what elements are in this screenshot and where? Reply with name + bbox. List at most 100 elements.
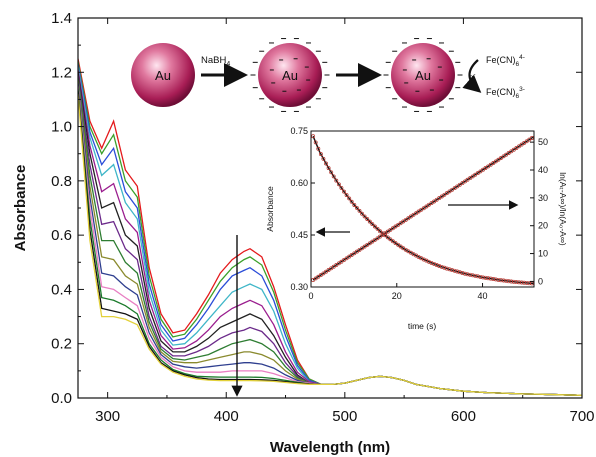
decay-data-point: [324, 161, 328, 166]
decay-data-point: [527, 281, 532, 286]
decay-data-point: [488, 276, 493, 281]
linear-data-point: [475, 171, 480, 176]
linear-data-point: [514, 146, 519, 150]
decay-data-point: [496, 277, 501, 282]
gold-particle-3: Au: [383, 38, 463, 112]
y-tick-label: 1.0: [51, 119, 72, 136]
linear-data-point: [511, 147, 516, 152]
decay-data-point: [463, 271, 467, 276]
decay-data-point: [450, 268, 455, 273]
linear-data-point: [504, 152, 509, 157]
linear-data-point: [499, 156, 503, 160]
gold-particle-sphere: [131, 43, 195, 107]
linear-data-point: [478, 169, 483, 174]
decay-data-point: [329, 170, 334, 175]
linear-data-point: [506, 151, 511, 155]
decay-data-point: [486, 276, 491, 281]
decay-data-point: [385, 235, 390, 240]
gold-particle-sphere: [258, 43, 322, 107]
linear-data-point: [354, 249, 359, 254]
decay-data-point: [318, 152, 323, 157]
linear-data-point: [326, 268, 331, 272]
gold-particle-sphere: [391, 43, 455, 107]
linear-data-point: [524, 139, 529, 144]
decay-data-point: [478, 274, 483, 279]
linear-data-point: [321, 271, 326, 276]
y-tick-label: 0.8: [51, 173, 72, 190]
x-tick-label: 500: [332, 408, 357, 425]
main-x-axis-label: Wavelength (nm): [270, 439, 390, 456]
decay-data-point: [393, 241, 398, 246]
gold-particle-label: Au: [415, 68, 431, 83]
decay-data-point: [360, 211, 364, 216]
inset-y2-tick-label: 30: [538, 193, 548, 203]
decay-data-point: [342, 189, 346, 194]
decay-data-point: [372, 224, 377, 229]
inset-x-axis-label: time (s): [408, 321, 437, 331]
decay-data-point: [452, 268, 457, 273]
decay-data-point: [336, 182, 341, 187]
linear-data-point: [468, 176, 473, 181]
linear-data-point: [370, 239, 375, 244]
decay-data-point: [491, 277, 496, 281]
decay-data-point: [313, 140, 318, 145]
linear-data-point: [362, 244, 367, 249]
decay-data-point: [468, 272, 473, 277]
linear-data-point: [408, 214, 413, 219]
linear-data-point: [493, 159, 498, 164]
linear-data-point: [517, 144, 521, 149]
decay-data-point: [506, 279, 511, 284]
main-chart: 300 400 500 600 7000.00.20.40.60.81.01.21.4 …: [12, 10, 595, 456]
inset-plot-frame: [310, 130, 535, 288]
surface-charges: [250, 38, 330, 112]
x-tick-label: 600: [451, 408, 476, 425]
gold-particle-label: Au: [155, 68, 171, 83]
x-tick-label: 700: [569, 408, 594, 425]
decay-data-point: [362, 214, 367, 219]
decay-data-point: [390, 239, 395, 244]
decay-data-point: [514, 280, 519, 285]
inset-y2-tick-label: 0: [538, 276, 543, 286]
decay-data-point: [344, 193, 349, 198]
x-tick-label: 400: [214, 408, 239, 425]
linear-data-point: [380, 232, 385, 237]
linear-data-point: [398, 221, 403, 226]
linear-data-point: [460, 181, 465, 186]
linear-data-point: [390, 226, 395, 231]
decay-data-point: [331, 174, 336, 179]
linear-data-point: [378, 234, 382, 239]
decay-data-point: [378, 229, 382, 234]
linear-data-point: [522, 141, 527, 145]
inset-axes: 0 20 40 0.30 0.45 0.60 0.75 0 10 20 30 40 50: [290, 126, 548, 301]
main-series-group: [78, 58, 582, 396]
inset-x-tick-label: 20: [392, 291, 402, 301]
linear-data-point: [439, 194, 444, 199]
decay-data-point: [509, 279, 514, 284]
reductant-label: NaBH4: [201, 55, 230, 68]
linear-data-point: [349, 253, 354, 257]
y-tick-label: 0.4: [51, 281, 72, 298]
x-tick-label: 300: [95, 408, 120, 425]
decay-data-point: [501, 278, 506, 283]
linear-data-point: [360, 246, 364, 251]
decay-data-point: [460, 271, 465, 275]
inset-y2-tick-label: 10: [538, 249, 548, 259]
decay-data-point: [383, 233, 388, 238]
y-tick-label: 1.2: [51, 64, 72, 81]
inset-y-axis-label: Absorbance: [265, 186, 275, 232]
decay-data-point: [354, 205, 359, 210]
inset-y-tick-label: 0.60: [290, 178, 308, 188]
y-tick-label: 0.2: [51, 336, 72, 353]
y-tick-label: 0.6: [51, 227, 72, 244]
decay-data-point: [326, 166, 331, 171]
decay-data-point: [380, 231, 385, 236]
linear-data-point: [406, 216, 411, 221]
linear-data-point: [426, 202, 431, 207]
decay-data-point: [334, 178, 339, 183]
decay-data-point: [524, 280, 529, 285]
linear-data-point: [339, 259, 344, 264]
linear-data-point: [488, 162, 493, 167]
linear-data-point: [344, 256, 349, 261]
electron-transfer-arrow: [462, 59, 482, 93]
